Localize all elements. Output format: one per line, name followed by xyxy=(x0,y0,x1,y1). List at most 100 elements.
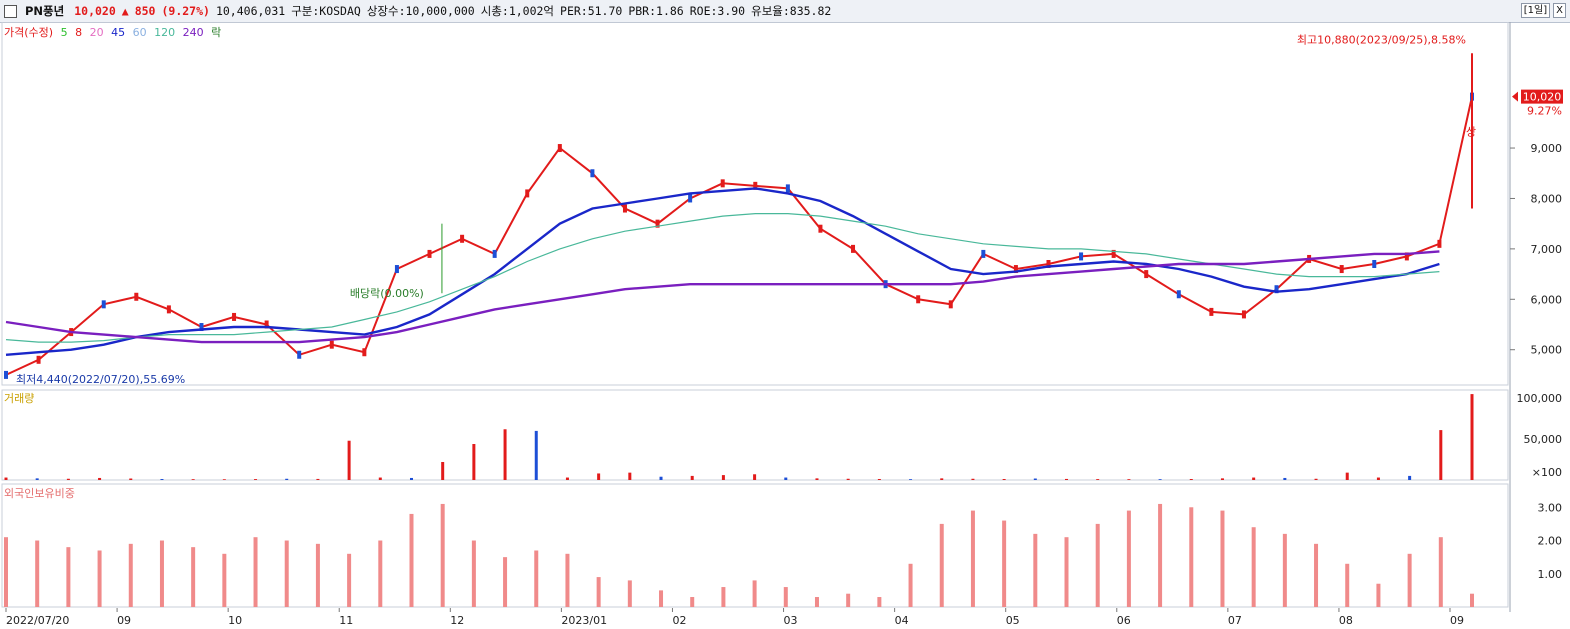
volume-bar xyxy=(565,477,569,480)
price-candle xyxy=(557,144,562,153)
price-candle xyxy=(329,340,334,349)
foreign-bar xyxy=(128,543,133,607)
volume-bar xyxy=(909,479,913,480)
volume-bar xyxy=(347,440,351,480)
period-selector[interactable]: [1일] xyxy=(1520,3,1551,18)
foreign-bar xyxy=(534,550,539,607)
price-candle xyxy=(1013,265,1018,274)
price-candle xyxy=(622,204,627,213)
foreign-bar xyxy=(1314,543,1319,607)
change-percent: (9.27%) xyxy=(161,4,210,18)
foreign-bar xyxy=(347,553,352,607)
x-tick-label: 05 xyxy=(1006,614,1020,627)
foreign-bar xyxy=(1126,510,1131,607)
price-legend: 가격(수정) 5 8 20 45 60 120 240 락 xyxy=(4,24,225,40)
volume-bar xyxy=(160,479,164,480)
close-button[interactable]: X xyxy=(1553,3,1566,18)
foreign-bar xyxy=(1376,583,1381,607)
price-candle xyxy=(948,300,953,309)
volume-bar xyxy=(316,478,320,480)
volume-bar xyxy=(815,478,819,480)
legend-price: 가격(수정) xyxy=(4,26,54,39)
price-candle xyxy=(1209,307,1214,316)
price-candle xyxy=(1241,310,1246,319)
x-tick-label: 09 xyxy=(1450,614,1464,627)
price-candle xyxy=(394,265,399,274)
price-tick-label: 5,000 xyxy=(1531,344,1563,357)
volume-bar xyxy=(1002,479,1006,480)
volume-tick-label: ×100 xyxy=(1532,466,1562,479)
volume-bar xyxy=(534,430,538,480)
limit-up-marker: 상 xyxy=(1466,125,1476,138)
foreign-bar xyxy=(4,537,8,607)
legend-ma5: 5 xyxy=(60,26,68,39)
volume-bar xyxy=(628,472,632,480)
price-candle xyxy=(297,350,302,359)
foreign-bar xyxy=(721,587,726,607)
reserve-ratio: 유보율:835.82 xyxy=(751,4,832,18)
volume-bar xyxy=(971,478,975,480)
foreign-tick-label: 2.00 xyxy=(1538,535,1563,548)
volume-bar xyxy=(1127,479,1131,480)
price-candle xyxy=(720,179,725,188)
volume-bar xyxy=(597,473,601,480)
volume-legend: 거래량 xyxy=(4,390,38,406)
volume-bar xyxy=(285,478,289,480)
price-candle xyxy=(851,244,856,253)
x-tick-label: 06 xyxy=(1117,614,1131,627)
foreign-bar xyxy=(503,557,508,607)
price-candle xyxy=(525,189,530,198)
foreign-bar xyxy=(1189,507,1194,607)
foreign-bar xyxy=(939,523,944,607)
volume-bar xyxy=(690,475,694,480)
change-arrow-icon: ▲ xyxy=(121,4,129,18)
volume-bar xyxy=(409,477,413,480)
foreign-bar xyxy=(1158,503,1163,607)
volume-bar xyxy=(753,474,757,480)
x-tick-label: 2023/01 xyxy=(561,614,607,627)
price-candle xyxy=(688,194,693,203)
foreign-bar xyxy=(159,540,164,607)
legend-ma45: 45 xyxy=(111,26,126,39)
price-candle xyxy=(1079,252,1084,261)
foreign-bar xyxy=(1407,553,1412,607)
volume-bar xyxy=(4,477,8,480)
price-candle xyxy=(753,181,758,190)
foreign-bar xyxy=(66,547,71,607)
low-annotation: 최저4,440(2022/07/20),55.69% xyxy=(16,373,185,386)
x-tick-label: 12 xyxy=(450,614,464,627)
x-tick-label: 02 xyxy=(672,614,686,627)
price-candle xyxy=(1274,285,1279,294)
legend-ma120: 120 xyxy=(154,26,176,39)
volume-bar xyxy=(1408,475,1412,480)
volume-bar xyxy=(1158,479,1162,480)
volume-bar xyxy=(940,478,944,480)
select-checkbox[interactable] xyxy=(4,4,17,18)
foreign-bar xyxy=(471,540,476,607)
volume-bar xyxy=(378,477,382,480)
listed-shares: 상장수:10,000,000 xyxy=(366,4,475,18)
foreign-legend: 외국인보유비중 xyxy=(4,485,79,501)
volume-tick-label: 100,000 xyxy=(1517,392,1563,405)
x-tick-label: 09 xyxy=(117,614,131,627)
foreign-bar xyxy=(409,513,414,607)
price-candle xyxy=(785,184,790,193)
price-candle xyxy=(232,312,237,321)
x-tick-label: 11 xyxy=(339,614,353,627)
volume-bar xyxy=(1283,477,1287,480)
volume-tick-label: 50,000 xyxy=(1524,433,1563,446)
foreign-bar xyxy=(35,540,40,607)
foreign-bar xyxy=(1064,537,1069,607)
foreign-bar xyxy=(1345,563,1350,607)
foreign-bar xyxy=(627,580,632,607)
volume-bar xyxy=(1376,477,1380,480)
volume-bar xyxy=(1065,478,1069,480)
volume-bar xyxy=(472,444,476,480)
volume-bar xyxy=(721,475,725,480)
last-price-label: 10,020 xyxy=(1523,91,1562,104)
price-candle xyxy=(1111,249,1116,258)
price-candle xyxy=(655,219,660,228)
roe-value: ROE:3.90 xyxy=(689,4,746,18)
chart-header: PN풍년 10,020 ▲ 850 (9.27%) 10,406,031 구분:… xyxy=(0,0,1570,23)
foreign-bar xyxy=(565,553,570,607)
